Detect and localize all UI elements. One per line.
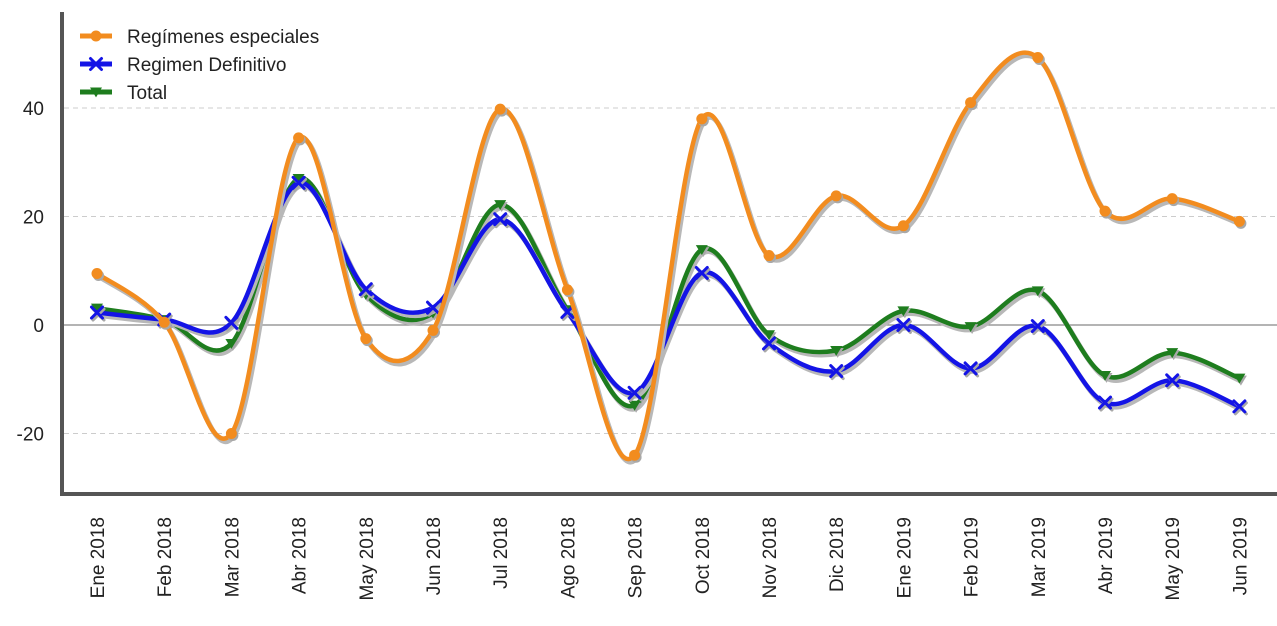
data-point (225, 428, 237, 439)
y-tick-label: 0 (33, 316, 44, 337)
data-point (829, 364, 844, 379)
data-point (224, 315, 239, 330)
legend-label: Regímenes especiales (127, 27, 319, 48)
data-point (1166, 348, 1179, 359)
data-point (762, 336, 776, 351)
data-point (1232, 399, 1247, 414)
data-point (427, 324, 439, 336)
data-point (291, 175, 306, 190)
x-tick-label: May 2018 (357, 517, 378, 600)
data-point (158, 316, 170, 328)
y-tick-label: 40 (23, 99, 44, 120)
data-point (629, 449, 641, 461)
legend-item: Regimen Definitivo (80, 55, 286, 76)
data-point (1165, 373, 1180, 388)
data-point (1030, 319, 1045, 334)
data-point (1099, 370, 1111, 381)
data-point (1098, 395, 1112, 410)
data-point (897, 306, 910, 317)
x-tick-label: Jun 2018 (424, 517, 445, 595)
data-point (1099, 205, 1111, 217)
series-group (90, 50, 1248, 465)
legend-label: Regimen Definitivo (127, 55, 286, 76)
x-tick-label: Feb 2019 (962, 517, 983, 597)
data-point (763, 250, 775, 262)
x-tick-label: Oct 2018 (693, 517, 714, 594)
data-point (360, 333, 372, 345)
data-point (426, 300, 440, 315)
legend-marker (90, 87, 102, 98)
data-point (493, 212, 508, 227)
data-point (963, 361, 978, 376)
x-tick-label: Ene 2019 (894, 517, 915, 598)
y-tick-label: -20 (17, 425, 44, 446)
data-point (293, 132, 305, 144)
data-point (1032, 52, 1044, 64)
x-tick-label: Jul 2018 (491, 517, 512, 589)
data-point (695, 245, 708, 255)
data-point (830, 345, 843, 356)
x-tick-label: May 2019 (1163, 517, 1184, 600)
data-point (628, 400, 641, 411)
x-tick-label: Abr 2019 (1096, 517, 1117, 594)
data-point (91, 303, 103, 314)
data-point (896, 318, 911, 332)
x-tick-label: Ene 2018 (88, 517, 109, 598)
data-point (897, 220, 909, 232)
data-point (90, 305, 104, 320)
y-tick-label: 20 (23, 208, 44, 229)
data-point (1166, 193, 1178, 205)
legend-item: Regímenes especiales (80, 27, 319, 48)
data-point (964, 322, 977, 333)
axes (60, 12, 1277, 496)
x-tick-label: Feb 2018 (155, 517, 176, 597)
legend-item: Total (80, 83, 167, 104)
data-point (292, 174, 305, 184)
data-point (358, 282, 373, 297)
y-tick-labels: -20 0 20 40 (17, 99, 44, 446)
legend: Regímenes especiales Regimen Definitivo To… (80, 27, 319, 104)
data-point (696, 113, 708, 125)
x-tick-label: Abr 2018 (290, 517, 311, 594)
data-point (627, 385, 642, 400)
series-1 (90, 175, 1248, 416)
data-point (1233, 373, 1246, 384)
x-tick-label: Jun 2019 (1230, 517, 1251, 595)
data-point (561, 284, 573, 296)
data-point (965, 97, 977, 109)
data-point (1233, 215, 1245, 227)
x-tick-labels: Ene 2018 Feb 2018 Mar 2018 Abr 2018 May 2018… (88, 517, 1251, 600)
data-point (560, 304, 575, 319)
legend-label: Total (127, 83, 167, 104)
x-tick-label: Nov 2018 (760, 517, 781, 598)
data-point (494, 200, 507, 210)
data-point (91, 267, 103, 279)
data-point (494, 103, 506, 115)
data-point (225, 338, 238, 349)
x-tick-label: Ago 2018 (558, 517, 579, 598)
grid-lines (64, 107, 1277, 434)
legend-marker (90, 30, 102, 42)
x-tick-label: Sep 2018 (626, 517, 647, 598)
data-point (694, 265, 709, 280)
series-0 (91, 50, 1247, 465)
x-tick-label: Mar 2018 (222, 517, 243, 597)
data-point (830, 190, 842, 202)
x-tick-label: Dic 2018 (827, 517, 848, 592)
data-point (763, 330, 775, 341)
legend-marker (89, 57, 103, 71)
data-point (1031, 286, 1044, 297)
x-tick-label: Mar 2019 (1029, 517, 1050, 597)
